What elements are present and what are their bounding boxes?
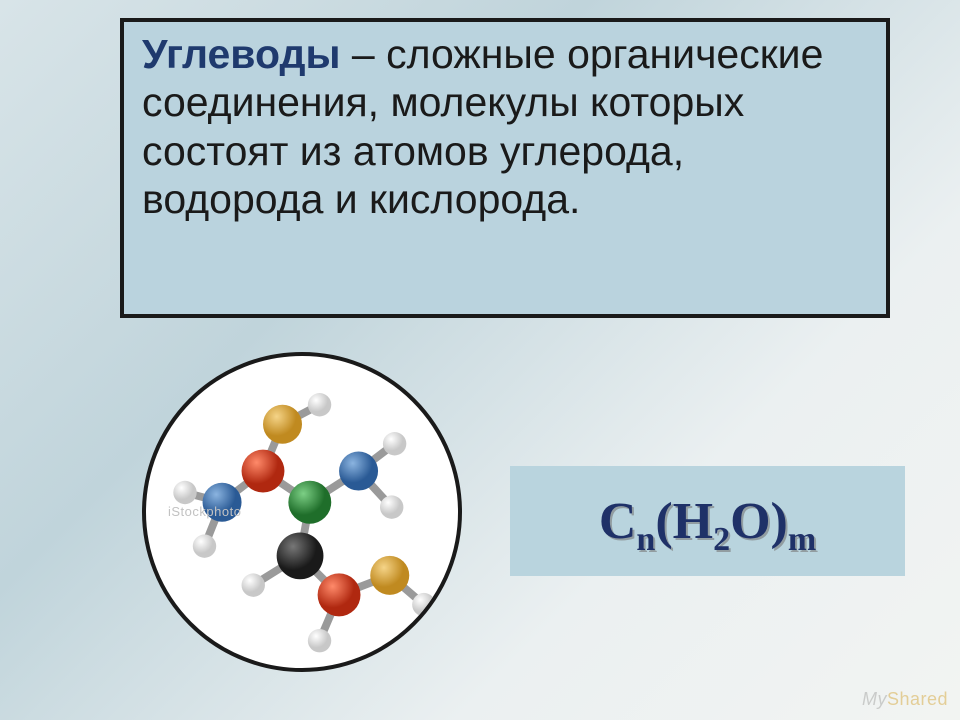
formula-sub-n: n (636, 521, 655, 558)
definition-term: Углеводы (142, 31, 341, 77)
stock-watermark: iStockphoto (168, 504, 241, 519)
formula-sub-2: 2 (713, 521, 730, 558)
brand-watermark: MyShared (862, 689, 948, 710)
formula-sub-m: m (788, 521, 816, 558)
formula-box: Cn(H2O)m (510, 466, 905, 576)
brand-prefix: My (862, 689, 887, 709)
molecule-image: iStockphoto (142, 352, 462, 672)
definition-box: Углеводы – сложные органические соединен… (120, 18, 890, 318)
chemical-formula: Cn(H2O)m (599, 492, 816, 551)
formula-O: O) (730, 493, 788, 550)
formula-C: C (599, 493, 637, 550)
definition-dash: – (341, 31, 387, 77)
formula-H: (H (655, 493, 713, 550)
brand-accent: Shared (887, 689, 948, 709)
